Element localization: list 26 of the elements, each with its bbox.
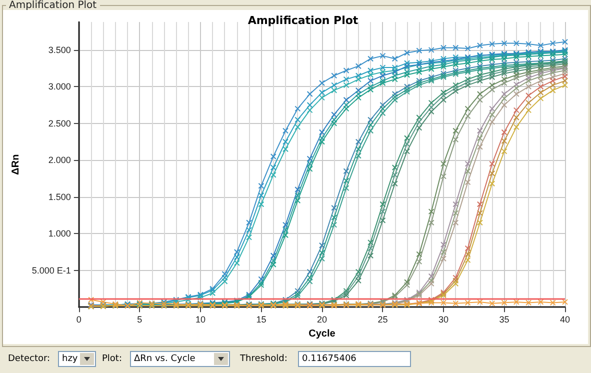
y-tick-label: 1.000 (48, 228, 71, 239)
x-tick-label: 20 (316, 314, 327, 325)
text: hzy (62, 354, 78, 364)
text: 0.11675406 (302, 354, 356, 364)
y-tick-label: 3.000 (48, 82, 71, 92)
y-tick-label: 3.500 (48, 44, 71, 55)
text: Detector: (8, 354, 50, 364)
x-tick-label: 40 (560, 314, 570, 325)
text: Plot: (102, 354, 122, 364)
y-tick-label: 2.000 (48, 155, 71, 166)
chart-title: Amplification Plot (248, 14, 358, 27)
text: Threshold: (240, 354, 288, 364)
y-axis-title: ΔRn (10, 154, 22, 175)
x-tick-label: 0 (76, 314, 82, 325)
y-tick-label: 2.500 (48, 118, 71, 128)
text: Amplification Plot (6, 0, 100, 11)
text: ΔRn vs. Cycle (134, 354, 196, 364)
x-tick-label: 25 (378, 314, 388, 325)
x-axis-title: Cycle (308, 328, 336, 340)
x-tick-label: 15 (256, 314, 266, 325)
x-tick-label: 10 (195, 314, 206, 325)
y-tick-label: 5.000 E-1 (32, 265, 71, 276)
x-tick-label: 30 (438, 314, 448, 325)
y-tick-label: 1.500 (48, 192, 71, 202)
x-tick-label: 5 (137, 314, 142, 325)
x-tick-label: 35 (499, 314, 510, 325)
